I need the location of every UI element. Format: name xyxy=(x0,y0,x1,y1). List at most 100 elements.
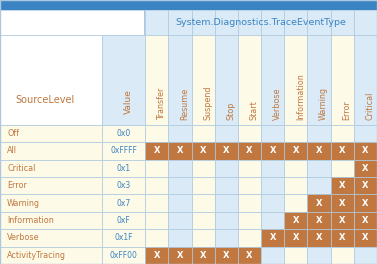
Bar xyxy=(331,177,354,194)
Bar xyxy=(354,160,377,177)
Bar xyxy=(145,212,168,229)
Bar xyxy=(284,160,307,177)
Bar xyxy=(308,177,331,194)
Bar xyxy=(144,10,145,35)
Text: X: X xyxy=(177,147,183,155)
Bar xyxy=(284,142,307,160)
Text: X: X xyxy=(362,181,369,190)
Bar xyxy=(354,35,377,125)
Bar xyxy=(145,10,168,35)
Text: X: X xyxy=(339,147,345,155)
Bar xyxy=(168,212,192,229)
Text: 0x1F: 0x1F xyxy=(114,233,133,242)
Bar xyxy=(354,125,377,142)
Bar xyxy=(192,247,215,264)
Text: Error: Error xyxy=(342,101,351,120)
Text: X: X xyxy=(316,233,322,242)
Text: X: X xyxy=(200,251,206,260)
Text: Value: Value xyxy=(124,89,132,114)
Bar xyxy=(284,177,307,194)
Bar xyxy=(145,194,168,212)
Bar xyxy=(261,229,284,247)
Bar xyxy=(354,229,377,247)
Bar xyxy=(215,35,238,125)
Bar xyxy=(284,10,307,35)
Bar xyxy=(354,194,377,212)
Text: X: X xyxy=(293,216,299,225)
Bar xyxy=(0,0,377,10)
Bar xyxy=(331,10,354,35)
Text: X: X xyxy=(362,216,369,225)
Bar xyxy=(215,194,238,212)
Bar xyxy=(261,194,284,212)
Text: Stop: Stop xyxy=(226,102,235,120)
Text: All: All xyxy=(7,147,17,155)
Text: Suspend: Suspend xyxy=(203,86,212,120)
Bar xyxy=(284,212,307,229)
Bar xyxy=(102,125,145,142)
Text: Off: Off xyxy=(7,129,19,138)
Bar xyxy=(0,177,102,194)
Bar xyxy=(0,212,102,229)
Text: Resume: Resume xyxy=(180,88,189,120)
Bar xyxy=(102,194,145,212)
Bar xyxy=(331,142,354,160)
Bar xyxy=(192,212,215,229)
Bar xyxy=(168,229,192,247)
Bar xyxy=(238,142,261,160)
Bar xyxy=(261,160,284,177)
Bar xyxy=(145,35,168,125)
Text: X: X xyxy=(153,147,160,155)
Bar xyxy=(331,194,354,212)
Bar xyxy=(168,35,192,125)
Bar xyxy=(261,10,284,35)
Bar xyxy=(308,160,331,177)
Bar xyxy=(238,10,261,35)
Bar xyxy=(331,229,354,247)
Bar xyxy=(354,177,377,194)
Bar xyxy=(168,194,192,212)
Bar xyxy=(261,177,284,194)
Bar xyxy=(192,125,215,142)
Text: Error: Error xyxy=(7,181,27,190)
Text: 0xFFFF: 0xFFFF xyxy=(110,147,137,155)
Text: 0xF: 0xF xyxy=(116,216,130,225)
Text: 0x0: 0x0 xyxy=(116,129,130,138)
Bar xyxy=(215,125,238,142)
Bar xyxy=(308,35,331,125)
Bar xyxy=(238,35,261,125)
Bar xyxy=(0,10,145,35)
Text: X: X xyxy=(153,251,160,260)
Bar xyxy=(215,247,238,264)
Text: X: X xyxy=(200,147,206,155)
Bar xyxy=(102,35,145,125)
Text: X: X xyxy=(293,147,299,155)
Bar xyxy=(284,194,307,212)
Text: X: X xyxy=(246,251,253,260)
Bar xyxy=(102,229,145,247)
Bar xyxy=(145,229,168,247)
Bar xyxy=(308,194,331,212)
Bar xyxy=(308,212,331,229)
Bar xyxy=(331,125,354,142)
Bar xyxy=(0,35,102,125)
Bar xyxy=(0,142,102,160)
Bar xyxy=(215,212,238,229)
Bar xyxy=(0,194,102,212)
Bar xyxy=(192,160,215,177)
Text: 0x3: 0x3 xyxy=(116,181,130,190)
Bar xyxy=(261,125,284,142)
Bar xyxy=(102,160,145,177)
Text: Start: Start xyxy=(250,101,259,120)
Bar xyxy=(0,247,102,264)
Bar xyxy=(238,247,261,264)
Bar xyxy=(284,247,307,264)
Bar xyxy=(238,229,261,247)
Text: X: X xyxy=(177,251,183,260)
Bar xyxy=(192,142,215,160)
Bar xyxy=(284,35,307,125)
Bar xyxy=(168,247,192,264)
Bar xyxy=(0,160,102,177)
Bar xyxy=(284,125,307,142)
Bar xyxy=(354,212,377,229)
